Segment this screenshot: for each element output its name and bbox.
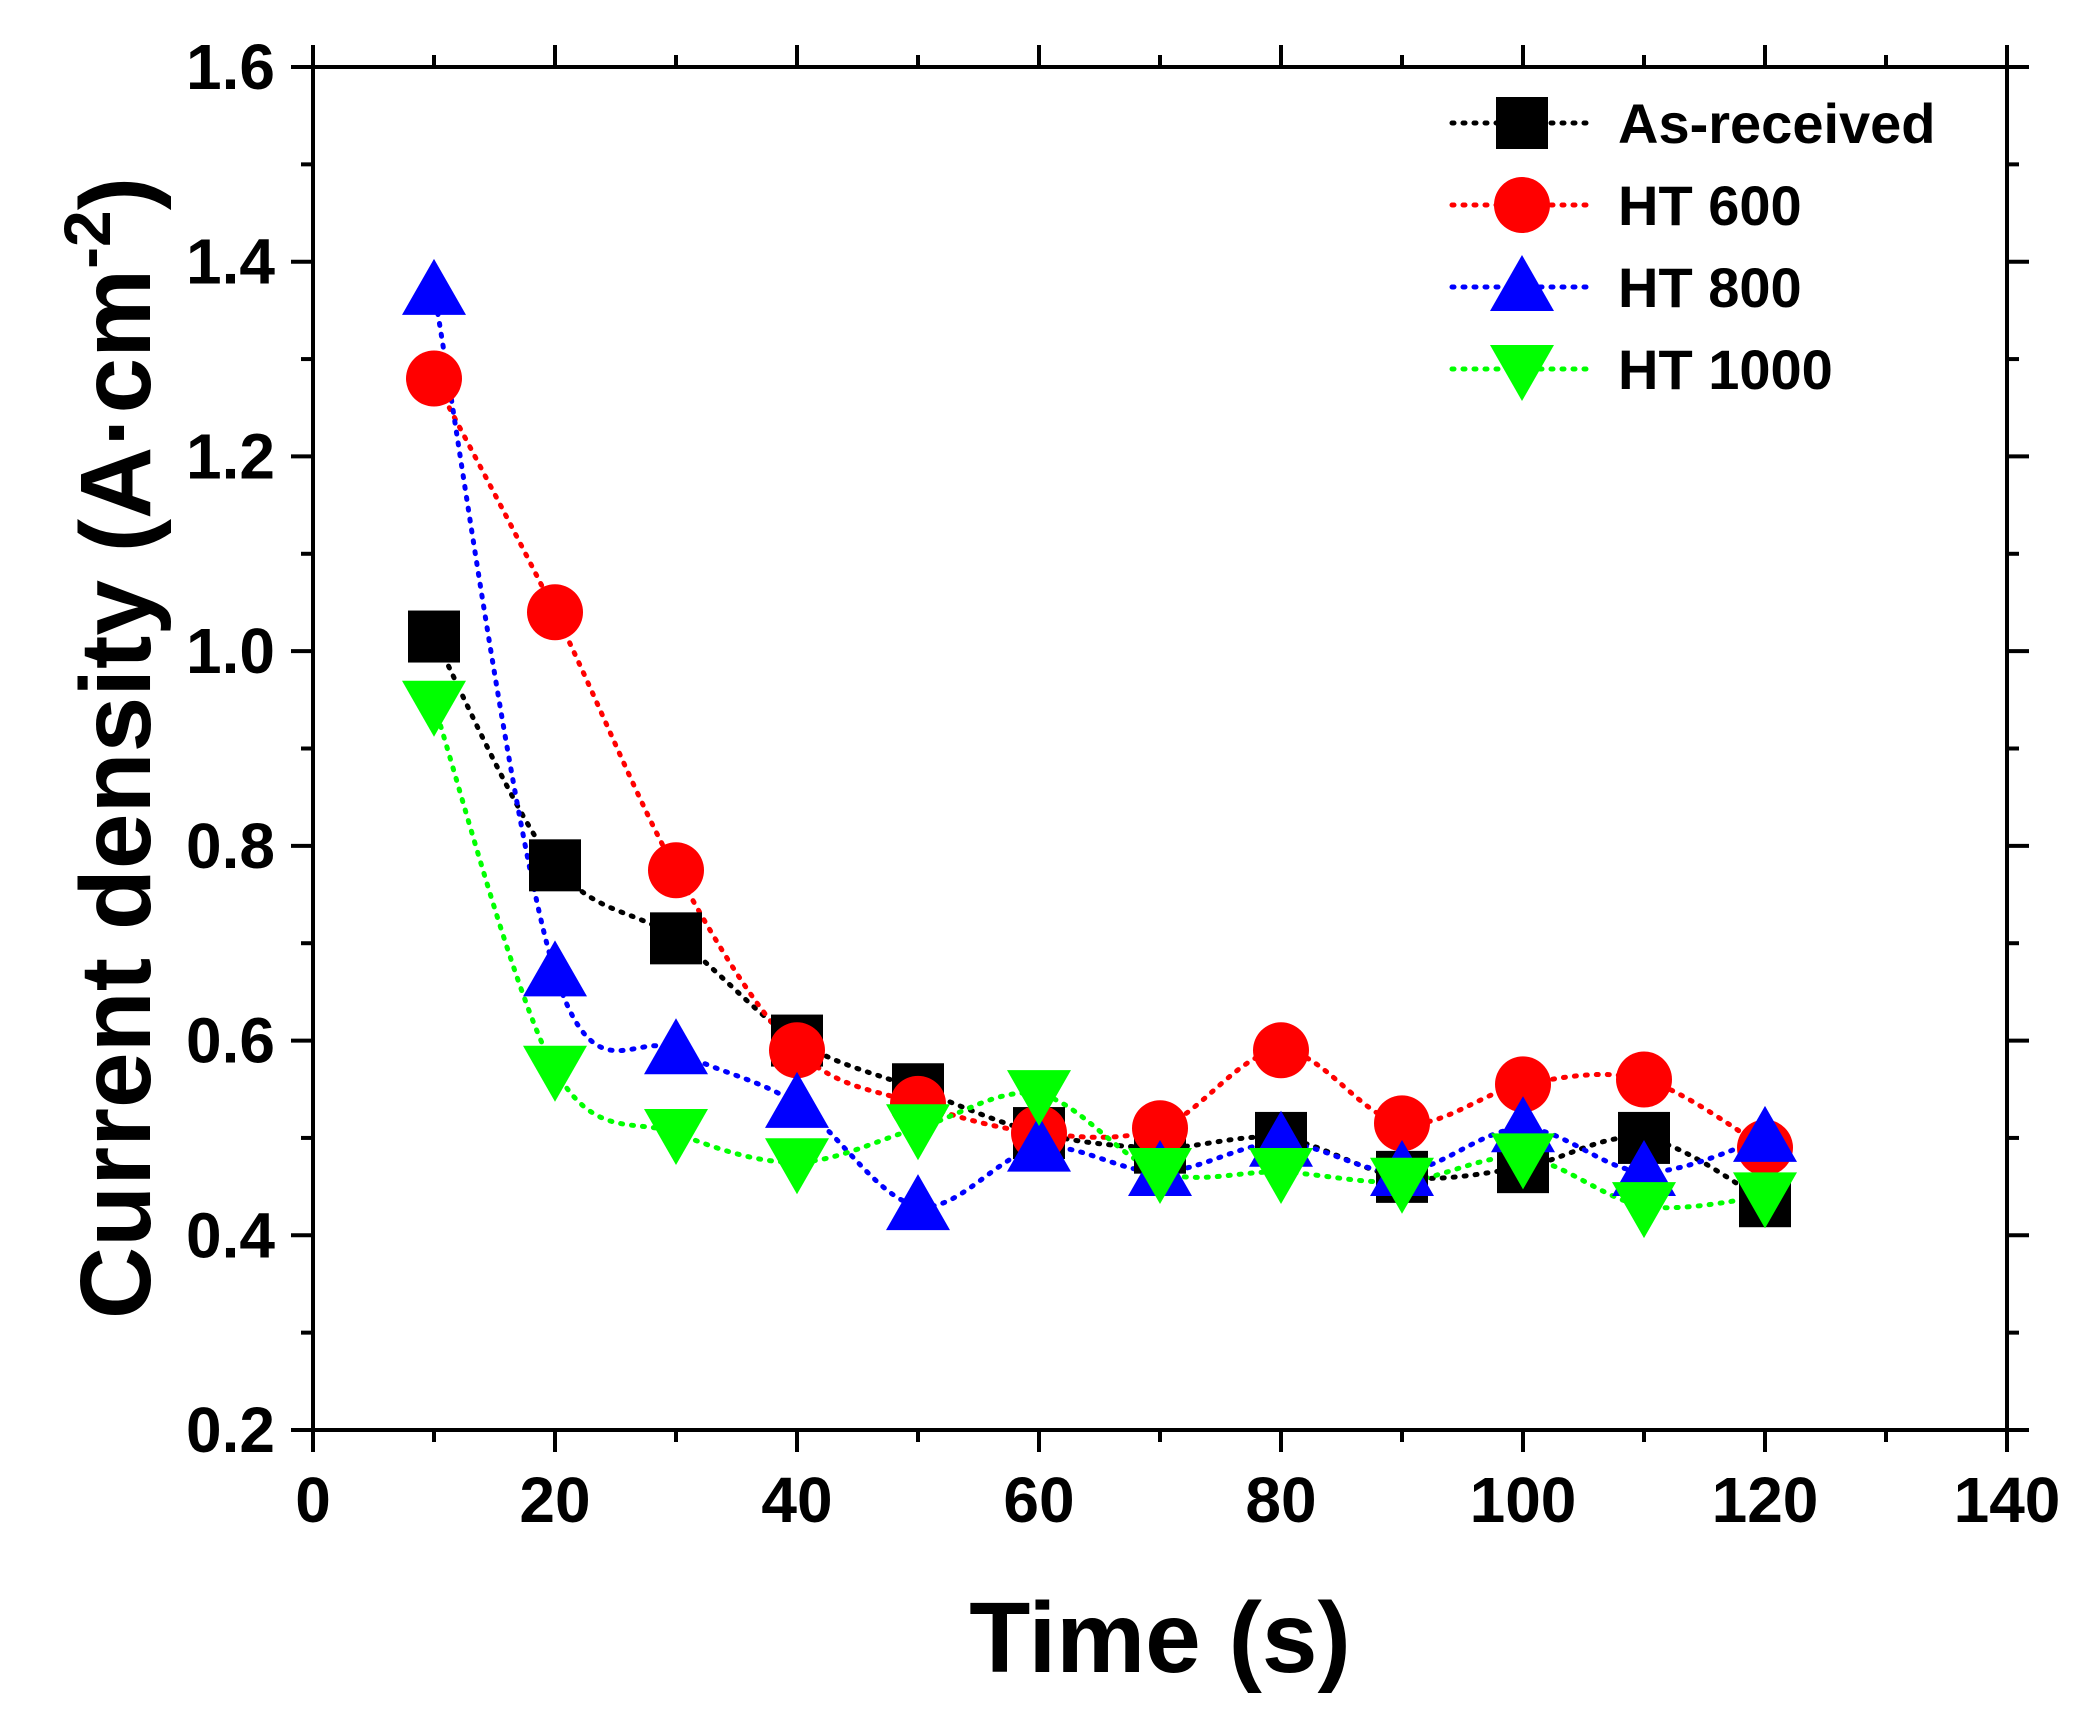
data-point-ht-600 xyxy=(527,584,583,641)
data-point-ht-1000 xyxy=(1249,1148,1313,1205)
x-tick-label: 140 xyxy=(1954,1464,2061,1536)
data-point-ht-600 xyxy=(406,350,462,407)
series-markers xyxy=(402,258,1797,1239)
legend-marker xyxy=(1496,97,1548,149)
data-point-ht-1000 xyxy=(644,1109,708,1166)
data-point-ht-800 xyxy=(523,940,587,997)
data-point-ht-800 xyxy=(1007,1115,1071,1172)
y-tick-label: 0.8 xyxy=(186,810,275,882)
x-tick-label: 100 xyxy=(1470,1464,1577,1536)
data-series xyxy=(402,258,1797,1239)
series-lines xyxy=(431,288,1768,1211)
legend-label: HT 800 xyxy=(1618,256,1802,319)
y-tick-label: 1.6 xyxy=(186,31,275,103)
data-point-ht-1000 xyxy=(1007,1070,1071,1127)
y-tick-label: 0.2 xyxy=(186,1394,275,1466)
data-point-ht-600 xyxy=(1253,1022,1309,1079)
legend-marker xyxy=(1494,177,1550,233)
legend-item-ht-600: HT 600 xyxy=(1449,174,1802,237)
data-point-ht-600 xyxy=(1616,1051,1672,1108)
x-tick-label: 120 xyxy=(1712,1464,1819,1536)
data-point-ht-800 xyxy=(1612,1140,1676,1197)
data-point-ht-1000 xyxy=(1128,1148,1192,1205)
data-point-ht-600 xyxy=(1495,1056,1551,1113)
data-point-ht-1000 xyxy=(765,1138,829,1195)
y-axis-title-superscript: -2 xyxy=(50,210,124,269)
series-line-ht-1000 xyxy=(431,702,1768,1211)
data-point-ht-1000 xyxy=(523,1045,587,1102)
y-axis-title-close: ) xyxy=(60,177,172,210)
series-line-ht-800 xyxy=(431,288,1768,1210)
y-tick-label: 0.4 xyxy=(186,1199,275,1271)
x-tick-label: 20 xyxy=(519,1464,590,1536)
data-point-ht-800 xyxy=(1733,1105,1797,1162)
data-point-ht-1000 xyxy=(886,1104,950,1161)
y-axis-title-main: Current density (A·cm xyxy=(60,269,172,1319)
legend: As-received HT 600 HT 800 HT 1000 xyxy=(1449,92,1936,401)
x-tick-label: 60 xyxy=(1003,1464,1074,1536)
legend-label: As-received xyxy=(1618,92,1936,155)
data-point-ht-800 xyxy=(402,258,466,315)
y-tick-label: 1.4 xyxy=(186,226,275,298)
series-line-as-received xyxy=(431,634,1768,1204)
data-point-ht-1000 xyxy=(402,680,466,737)
x-tick-label: 40 xyxy=(761,1464,832,1536)
y-axis-title: Current density (A·cm-2) xyxy=(50,177,172,1319)
data-point-ht-800 xyxy=(765,1071,829,1128)
series-line-ht-600 xyxy=(431,376,1768,1151)
data-point-ht-600 xyxy=(648,842,704,899)
legend-item-ht-800: HT 800 xyxy=(1449,255,1802,319)
legend-marker xyxy=(1490,345,1554,401)
data-point-ht-600 xyxy=(1374,1095,1430,1152)
data-point-ht-800 xyxy=(886,1174,950,1231)
data-point-ht-600 xyxy=(769,1022,825,1079)
axis-ticks: 0 20 40 60 80 100 120 140 0.2 0.4 0.6 0.8 1.0 1.2 1.4 1… xyxy=(186,31,2060,1536)
data-point-ht-800 xyxy=(644,1018,708,1075)
legend-label: HT 600 xyxy=(1618,174,1802,237)
y-tick-label: 1.2 xyxy=(186,420,275,492)
x-tick-label: 80 xyxy=(1245,1464,1316,1536)
legend-item-as-received: As-received xyxy=(1449,92,1936,155)
legend-item-ht-1000: HT 1000 xyxy=(1449,338,1833,401)
y-tick-label: 0.6 xyxy=(186,1005,275,1077)
x-tick-label: 0 xyxy=(295,1464,331,1536)
data-point-ht-1000 xyxy=(1491,1133,1555,1190)
data-point-as-received xyxy=(650,912,702,965)
data-point-ht-1000 xyxy=(1612,1182,1676,1239)
x-axis-title: Time (s) xyxy=(969,1582,1351,1694)
legend-label: HT 1000 xyxy=(1618,338,1833,401)
data-point-ht-1000 xyxy=(1733,1172,1797,1229)
y-tick-label: 1.0 xyxy=(186,615,275,687)
legend-marker xyxy=(1490,255,1554,311)
data-point-ht-1000 xyxy=(1370,1157,1434,1214)
data-point-as-received xyxy=(529,839,581,892)
data-point-ht-600 xyxy=(1132,1100,1188,1157)
data-point-as-received xyxy=(408,610,460,663)
